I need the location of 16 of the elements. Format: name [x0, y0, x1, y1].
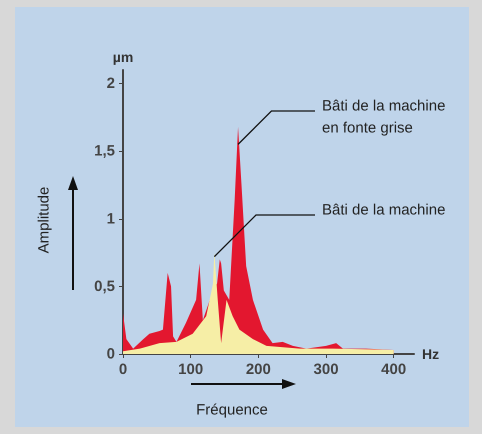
x-tick-label: 200 — [246, 361, 271, 378]
text: Hz — [422, 346, 440, 362]
x-tick-label: 300 — [314, 361, 339, 378]
x-tick-label: 0 — [118, 361, 128, 378]
x-tick-label: 400 — [381, 361, 406, 378]
y-tick-label: 2 — [106, 75, 115, 92]
x-axis-title: Fréquence — [196, 402, 268, 418]
annotation: Bâti de la machine — [322, 202, 446, 218]
y-tick-label: 0 — [106, 346, 115, 362]
text: µm — [112, 49, 134, 65]
annotation: Bâti de la machine en fonte grise — [322, 98, 446, 136]
y-axis-title: Amplitude — [36, 186, 52, 254]
y-tick-label: 1,5 — [94, 142, 115, 160]
y-tick-label: 0,5 — [94, 278, 115, 295]
x-tick-label: 100 — [178, 361, 204, 378]
y-tick-label: 1 — [106, 210, 115, 228]
